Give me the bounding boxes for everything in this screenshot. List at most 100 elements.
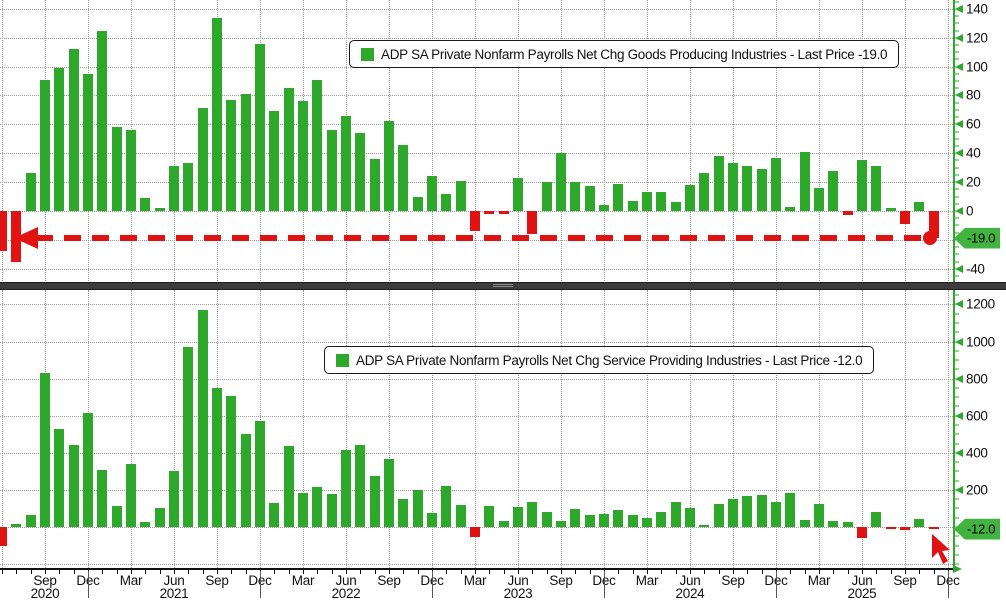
horizontal-gridline bbox=[0, 341, 953, 343]
vertical-gridline bbox=[517, 290, 519, 568]
y-tick-label: 400 bbox=[966, 445, 988, 461]
horizontal-gridline bbox=[0, 153, 953, 155]
bar-services-dec-2021 bbox=[254, 421, 265, 527]
x-axis-month-tick bbox=[16, 570, 18, 574]
x-axis-month-tick bbox=[761, 570, 763, 574]
x-axis-month-tick bbox=[675, 570, 677, 574]
dashed-line-left-arrowhead-icon bbox=[14, 227, 38, 250]
vertical-gridline bbox=[775, 0, 777, 283]
x-tick-label: Sep bbox=[205, 573, 229, 588]
bar-services-may-2023 bbox=[498, 521, 509, 527]
bar-goods-jul-2021 bbox=[183, 163, 194, 211]
bar-goods-dec-2024 bbox=[770, 157, 781, 211]
bar-goods-may-2024 bbox=[670, 202, 681, 211]
horizontal-gridline bbox=[0, 304, 953, 306]
bar-goods-apr-2025 bbox=[828, 170, 839, 211]
bar-services-jun-2021 bbox=[168, 470, 179, 527]
services-last-price-badge: -12.0 bbox=[954, 518, 1001, 540]
x-axis-month-tick bbox=[818, 570, 820, 574]
bar-services-sep-2021 bbox=[211, 387, 222, 527]
y-axis-minor-tick bbox=[955, 294, 959, 296]
y-tick-label: 40 bbox=[966, 145, 981, 161]
bar-services-oct-2021 bbox=[226, 395, 237, 527]
bar-services-aug-2023 bbox=[541, 511, 552, 527]
bar-services-nov-2025 bbox=[928, 527, 939, 530]
x-axis-month-tick bbox=[575, 570, 577, 574]
y-axis-minor-tick bbox=[955, 131, 959, 133]
bar-goods-jan-2025 bbox=[785, 206, 796, 211]
bar-services-sep-2025 bbox=[899, 527, 910, 531]
goods-legend[interactable]: ADP SA Private Nonfarm Payrolls Net Chg … bbox=[349, 40, 900, 68]
y-axis-minor-tick bbox=[955, 58, 959, 60]
x-tick-label: Jun bbox=[851, 573, 873, 588]
bar-goods-mar-2022 bbox=[297, 101, 308, 211]
services-chart-panel[interactable]: ADP SA Private Nonfarm Payrolls Net Chg … bbox=[0, 290, 953, 568]
x-axis-month-tick bbox=[44, 570, 46, 574]
y-tick-arrow-icon bbox=[955, 62, 963, 71]
x-axis-month-tick bbox=[345, 570, 347, 574]
y-axis-minor-tick bbox=[955, 563, 959, 565]
bar-goods-jul-2024 bbox=[699, 173, 710, 211]
bar-services-aug-2021 bbox=[197, 309, 208, 527]
bar-services-mar-2021 bbox=[125, 464, 136, 527]
vertical-gridline bbox=[2, 0, 3, 283]
bar-goods-jan-2024 bbox=[613, 183, 624, 211]
bar-goods-may-2023 bbox=[498, 211, 509, 214]
bar-services-jan-2022 bbox=[269, 502, 280, 527]
bar-goods-aug-2020 bbox=[25, 173, 36, 211]
x-axis-month-tick bbox=[847, 570, 849, 574]
bar-goods-may-2025 bbox=[842, 211, 853, 216]
y-axis-minor-tick bbox=[955, 470, 959, 472]
panel-divider[interactable] bbox=[0, 282, 1006, 290]
bar-services-jan-2023 bbox=[441, 486, 452, 527]
bar-goods-aug-2024 bbox=[713, 156, 724, 211]
vertical-gridline bbox=[560, 290, 562, 568]
vertical-gridline bbox=[603, 290, 605, 568]
x-axis-month-tick bbox=[747, 570, 749, 574]
bar-goods-jan-2023 bbox=[441, 193, 452, 211]
y-axis-minor-tick bbox=[955, 51, 959, 53]
bar-goods-jun-2022 bbox=[340, 115, 351, 211]
y-axis-minor-tick bbox=[955, 461, 959, 463]
y-axis-minor-tick bbox=[955, 387, 959, 389]
services-legend[interactable]: ADP SA Private Nonfarm Payrolls Net Chg … bbox=[324, 346, 875, 374]
bar-services-sep-2020 bbox=[39, 373, 50, 527]
x-axis-month-tick bbox=[173, 570, 175, 574]
bar-services-oct-2024 bbox=[742, 495, 753, 527]
vertical-gridline bbox=[861, 290, 863, 568]
y-tick-label: 100 bbox=[966, 59, 988, 75]
x-axis-month-tick bbox=[876, 570, 878, 574]
x-year-label: 2023 bbox=[503, 586, 533, 600]
bar-services-apr-2021 bbox=[140, 522, 151, 527]
bar-services-apr-2022 bbox=[312, 486, 323, 527]
vertical-gridline bbox=[431, 290, 433, 568]
x-axis-month-tick bbox=[589, 570, 591, 574]
y-tick-arrow-icon bbox=[955, 178, 963, 187]
bar-services-sep-2022 bbox=[383, 458, 394, 527]
x-axis-month-tick bbox=[919, 570, 921, 574]
bar-goods-jun-2021 bbox=[168, 166, 179, 211]
vertical-gridline bbox=[130, 290, 132, 568]
vertical-gridline bbox=[560, 0, 562, 283]
goods-chart-panel[interactable]: ADP SA Private Nonfarm Payrolls Net Chg … bbox=[0, 0, 953, 283]
vertical-gridline bbox=[474, 290, 476, 568]
vertical-gridline bbox=[603, 0, 605, 283]
bar-goods-oct-2023 bbox=[570, 182, 581, 211]
bar-goods-nov-2024 bbox=[756, 169, 767, 211]
bar-services-nov-2022 bbox=[412, 490, 423, 527]
x-axis-month-tick bbox=[474, 570, 476, 574]
goods-legend-label: ADP SA Private Nonfarm Payrolls Net Chg … bbox=[381, 46, 888, 62]
x-axis-month-tick bbox=[732, 570, 734, 574]
vertical-gridline bbox=[431, 0, 433, 283]
y-axis-minor-tick bbox=[955, 535, 959, 537]
x-axis-month-tick bbox=[374, 570, 376, 574]
bar-services-feb-2025 bbox=[799, 519, 810, 527]
x-axis-month-tick bbox=[331, 570, 333, 574]
bar-goods-sep-2024 bbox=[727, 163, 738, 211]
year-separator-line bbox=[259, 571, 261, 598]
bar-services-may-2021 bbox=[154, 507, 165, 527]
year-separator-line bbox=[87, 571, 89, 598]
bar-services-dec-2023 bbox=[598, 514, 609, 527]
last-price-dashed-line bbox=[36, 235, 928, 242]
y-tick-label: 1000 bbox=[966, 334, 995, 349]
